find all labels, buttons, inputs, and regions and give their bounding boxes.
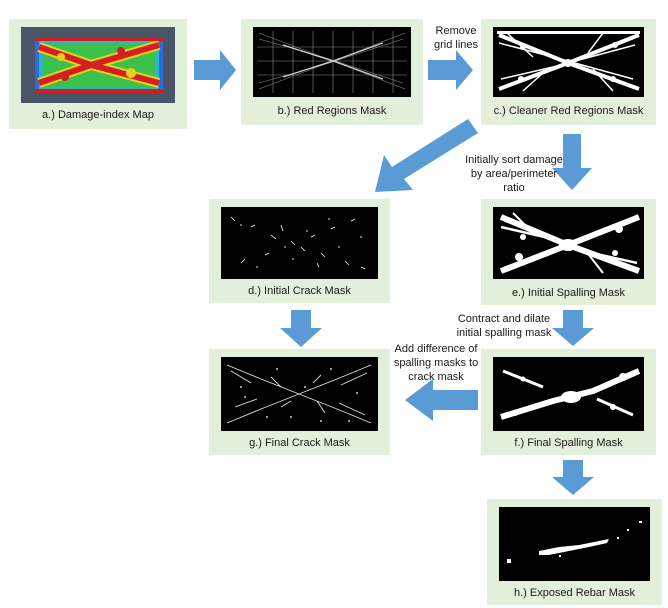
- final-crack-mask-image: [221, 357, 378, 431]
- panel-exposed-rebar-mask: h.) Exposed Rebar Mask: [487, 499, 662, 605]
- red-regions-mask-image: [253, 27, 411, 97]
- arrow-d-to-g: [280, 310, 322, 347]
- caption-initial-crack-mask: d.) Initial Crack Mask: [248, 285, 351, 297]
- damage-index-map-image: [21, 27, 175, 103]
- arrow-c-to-d: [375, 119, 478, 192]
- caption-initial-spalling-mask: e.) Initial Spalling Mask: [511, 287, 626, 299]
- caption-exposed-rebar-mask: h.) Exposed Rebar Mask: [513, 587, 636, 599]
- panel-red-regions-mask: b.) Red Regions Mask: [241, 19, 423, 125]
- caption-final-spalling-mask: f.) Final Spalling Mask: [514, 437, 623, 449]
- panel-initial-crack-mask: d.) Initial Crack Mask: [209, 199, 390, 303]
- caption-damage-index-map: a.) Damage-index Map: [42, 109, 154, 121]
- arrow-f-to-h: [552, 460, 594, 495]
- arrow-f-to-g: [405, 379, 478, 421]
- note-remove-grid-lines: Remove grid lines: [433, 25, 479, 51]
- panel-initial-spalling-mask: e.) Initial Spalling Mask: [481, 199, 656, 305]
- initial-spalling-mask-image: [493, 207, 644, 279]
- panel-cleaner-red-regions-mask: c.) Cleaner Red Regions Mask: [481, 19, 656, 125]
- panel-final-spalling-mask: f.) Final Spalling Mask: [481, 349, 656, 455]
- exposed-rebar-mask-image: [499, 507, 650, 581]
- arrow-a-to-b: [194, 50, 236, 90]
- caption-cleaner-red-regions-mask: c.) Cleaner Red Regions Mask: [493, 105, 644, 117]
- note-sort-damage: Initially sort damage by area/perimeter …: [465, 154, 563, 194]
- initial-crack-mask-image: [221, 207, 378, 279]
- note-add-difference: Add difference of spalling masks to crac…: [393, 343, 479, 383]
- caption-final-crack-mask: g.) Final Crack Mask: [249, 437, 350, 449]
- panel-damage-index-map: a.) Damage-index Map: [9, 19, 187, 129]
- panel-final-crack-mask: g.) Final Crack Mask: [209, 349, 390, 455]
- caption-red-regions-mask: b.) Red Regions Mask: [277, 105, 387, 117]
- note-contract-dilate: Contract and dilate initial spalling mas…: [456, 313, 552, 339]
- arrow-b-to-c: [428, 50, 473, 90]
- arrow-c-to-e: [552, 134, 592, 190]
- final-spalling-mask-image: [493, 357, 644, 431]
- arrow-e-to-f: [552, 310, 594, 346]
- cleaner-red-regions-mask-image: [493, 27, 644, 97]
